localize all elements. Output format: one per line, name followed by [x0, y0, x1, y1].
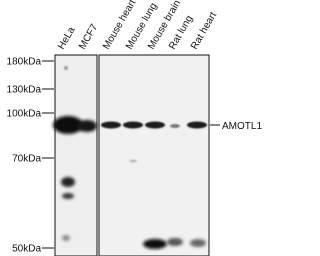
blot-panel	[54, 54, 98, 256]
target-label: AMOTL1	[222, 121, 262, 132]
lane-label: Rat heart	[189, 10, 219, 51]
blot-panel	[98, 54, 210, 256]
bands	[53, 66, 207, 249]
marker-label: 180kDa	[7, 57, 42, 68]
marker-label: 50kDa	[12, 244, 41, 255]
marker-label: 100kDa	[7, 109, 42, 120]
marker-label: 130kDa	[7, 85, 42, 96]
lane-label: MCF7	[77, 22, 100, 51]
lane-label: HeLa	[56, 25, 78, 52]
marker-label: 70kDa	[12, 154, 41, 165]
